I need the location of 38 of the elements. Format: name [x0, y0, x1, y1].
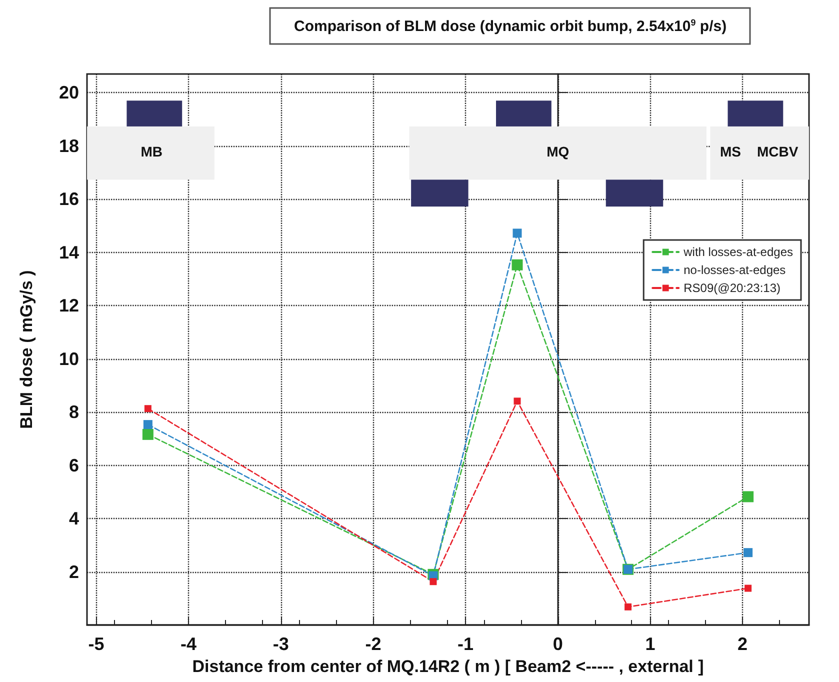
y-tick-label: 4: [68, 508, 79, 529]
point: [744, 548, 753, 558]
y-tick-label: 2: [68, 562, 79, 582]
x-tick-label: -5: [88, 634, 104, 654]
y-tick-label: 8: [68, 402, 79, 422]
point: [430, 578, 437, 586]
point: [742, 491, 754, 502]
x-tick-label: 2: [738, 634, 748, 654]
point: [624, 603, 632, 610]
annotation: MCBV: [756, 144, 799, 160]
annotation: MB: [140, 144, 163, 160]
x-tick-label: -2: [365, 634, 382, 654]
legend-label: RS09(@20:23:13): [684, 281, 781, 295]
x-tick-label: 1: [645, 634, 656, 654]
point: [512, 259, 523, 270]
y-tick-label: 16: [58, 189, 79, 210]
point: [744, 584, 752, 592]
point: [142, 428, 154, 440]
legend-label: with losses-at-edges: [682, 245, 794, 259]
legend-label: no-losses-at-edges: [684, 263, 786, 277]
x-tick-label: -1: [458, 634, 474, 654]
y-tick-label: 6: [68, 455, 79, 476]
y-tick-label: 14: [58, 242, 79, 262]
annotation: MQ: [546, 144, 570, 160]
x-tick-label: 0: [552, 634, 563, 654]
x-axis-title: Distance from center of MQ.14R2 ( m ) [ Beam2 <----- , external ]: [192, 656, 704, 676]
x-tick-label: -4: [180, 634, 197, 654]
annotation: MS: [720, 144, 742, 160]
point: [512, 228, 522, 238]
point: [143, 420, 152, 430]
y-axis-title: BLM dose ( mGy/s ): [17, 270, 36, 429]
y-tick-label: 20: [58, 82, 79, 103]
point: [144, 405, 152, 412]
y-tick-label: 12: [58, 296, 79, 316]
y-tick-label: 18: [58, 136, 79, 156]
x-tick-label: -3: [272, 634, 289, 654]
point: [514, 398, 521, 405]
y-tick-label: 10: [58, 348, 79, 369]
